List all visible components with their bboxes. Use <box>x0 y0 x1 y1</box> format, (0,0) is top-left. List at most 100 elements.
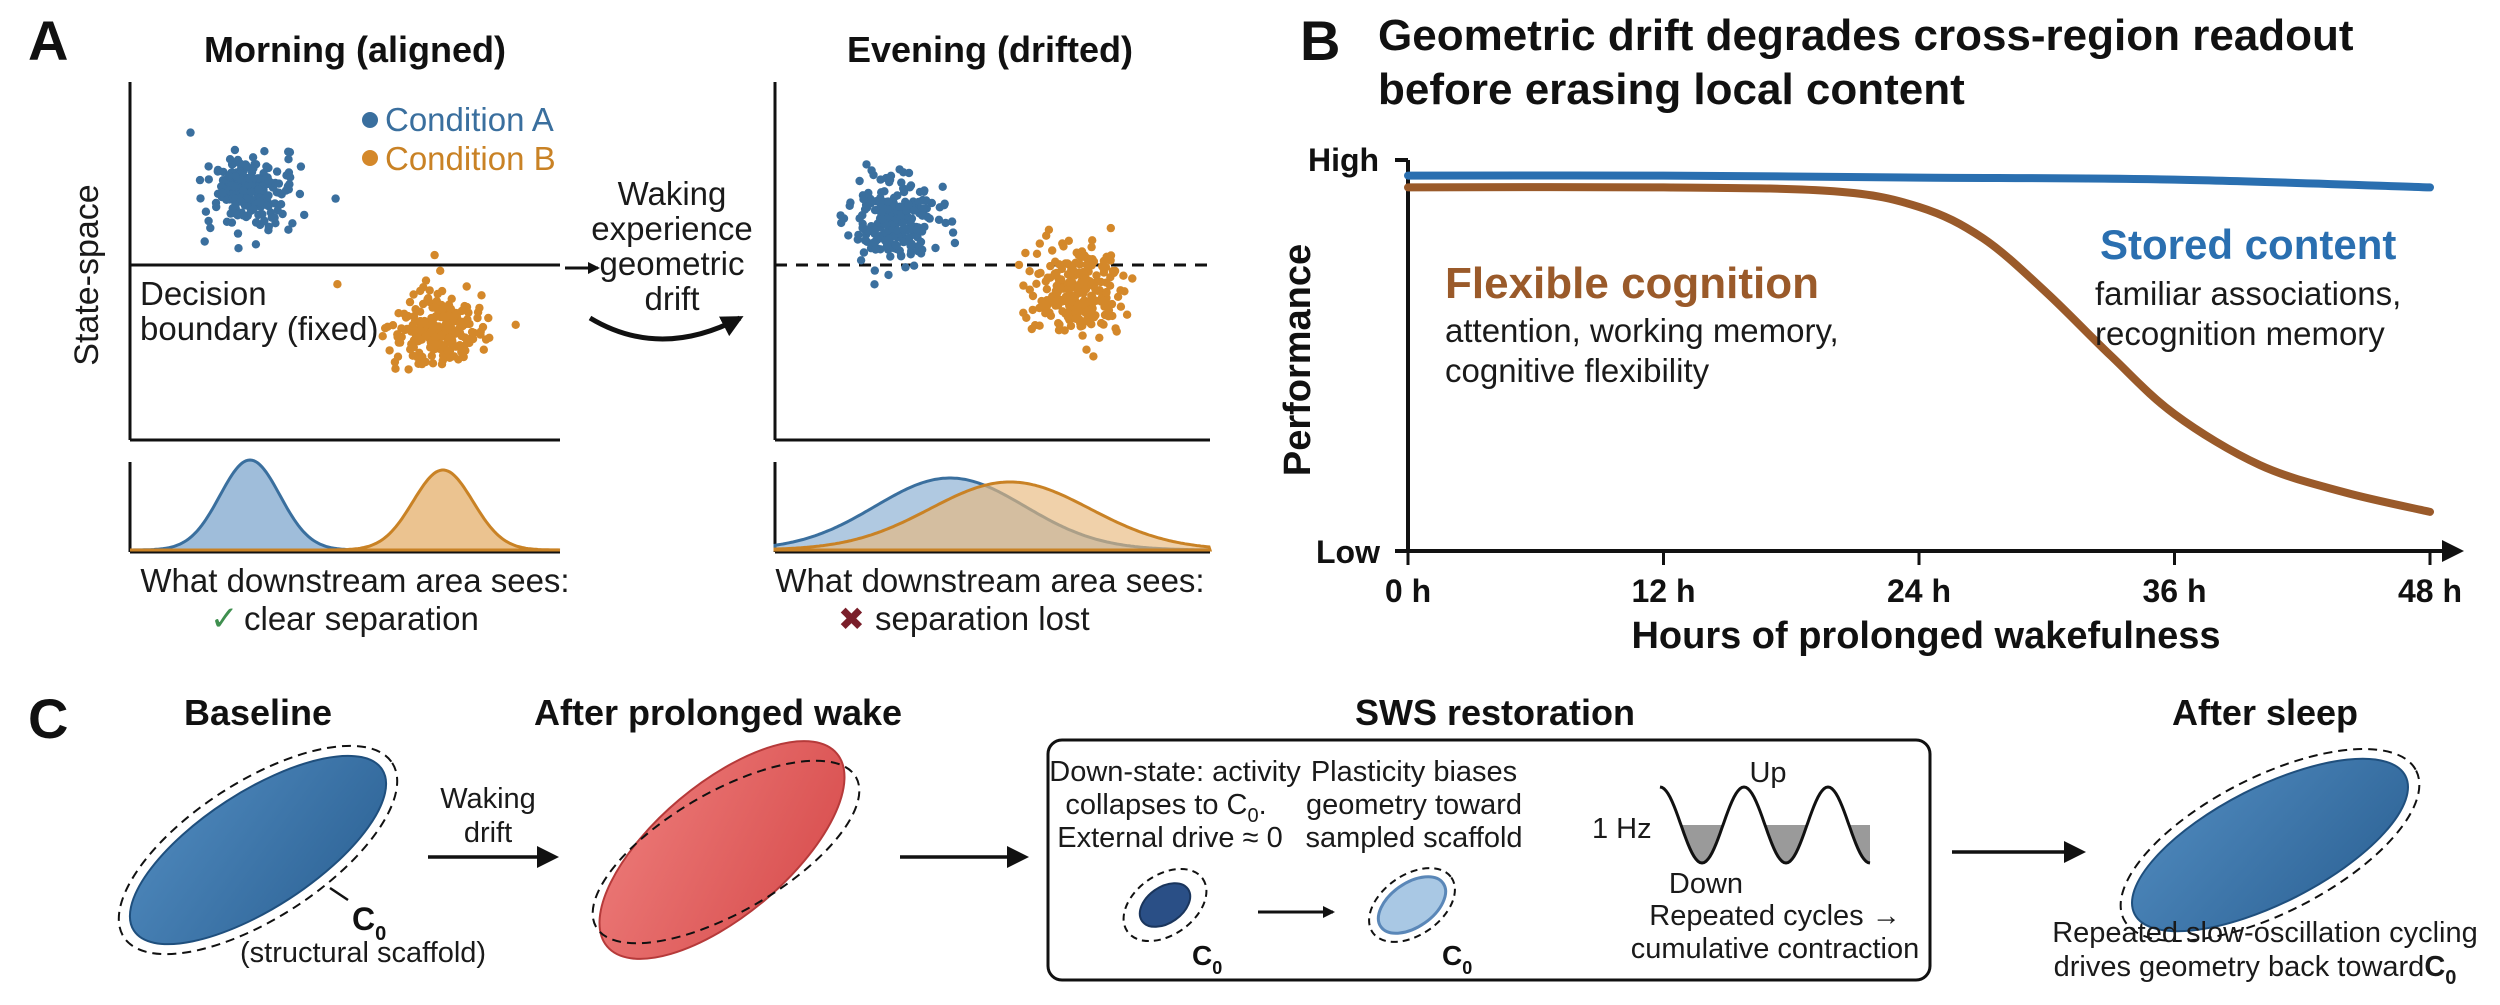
c0-label-downstate: C0 <box>1192 940 1222 978</box>
condition-b-point <box>1073 300 1083 309</box>
condition-b-point <box>462 282 471 291</box>
condition-a-point <box>241 160 250 169</box>
condition-a-point <box>892 241 901 250</box>
condition-a-point <box>278 209 287 219</box>
condition-b-point <box>1104 306 1114 315</box>
condition-b-point <box>1066 321 1076 331</box>
condition-b-point <box>1090 312 1099 322</box>
condition-a-point <box>251 218 261 227</box>
condition-b-point <box>461 346 470 355</box>
condition-a-point <box>920 222 929 232</box>
plasticity-state-group <box>1368 867 1456 943</box>
condition-a-point <box>893 226 902 235</box>
panel-c: C Baseline After prolonged wake SWS rest… <box>28 687 2478 989</box>
condition-a-point <box>267 213 276 222</box>
condition-a-point <box>274 179 284 188</box>
condition-a-point <box>296 162 306 171</box>
condition-a-point <box>204 216 213 226</box>
drift-curved-arrow <box>588 315 744 342</box>
condition-b-point <box>419 283 428 292</box>
condition-b-point <box>1116 302 1126 311</box>
condition-a-point <box>862 160 871 169</box>
scaffold-pointer-line <box>329 886 349 902</box>
condition-b-point <box>1080 252 1089 261</box>
condition-a-point <box>931 243 940 253</box>
condition-a-point <box>249 205 258 214</box>
condition-b-point <box>1078 331 1087 340</box>
left-condition-b-cluster <box>333 250 520 374</box>
condition-a-point <box>869 238 879 247</box>
condition-a-point <box>909 206 918 215</box>
condition-a-point <box>218 188 227 198</box>
condition-a-point <box>254 185 263 194</box>
condition-b-point <box>1082 345 1091 354</box>
condition-a-point <box>899 187 909 197</box>
collapsed-state-group <box>1122 867 1208 943</box>
condition-a-point <box>870 266 879 275</box>
x-tick-label: 0 h <box>1385 573 1431 609</box>
condition-a-point <box>884 270 893 280</box>
condition-b-point <box>1088 304 1097 313</box>
condition-b-point <box>1075 288 1085 297</box>
condition-a-point <box>935 203 944 212</box>
condition-a-point <box>839 214 849 223</box>
baseline-title: Baseline <box>184 692 332 733</box>
condition-a-point <box>260 147 269 156</box>
condition-b-point <box>456 317 465 326</box>
sleep-caption-line1: Repeated slow-oscillation cycling <box>2052 917 2478 949</box>
condition-a-point <box>876 198 885 207</box>
condition-a-point <box>204 175 213 184</box>
condition-b-point <box>1025 285 1035 294</box>
condition-a-point <box>919 187 929 196</box>
sleep-caption-line2: drives geometry back towardC0 <box>2054 951 2457 989</box>
stored-content-label: Stored content <box>2100 221 2396 268</box>
condition-a-point <box>274 188 284 197</box>
condition-a-point <box>300 210 309 220</box>
oscillation-down-label: Down <box>1669 868 1743 900</box>
condition-a-point <box>871 245 880 254</box>
drift-label-line1: Waking <box>618 175 727 212</box>
condition-a-point <box>270 199 280 208</box>
condition-a-point <box>284 225 293 234</box>
condition-a-point <box>918 211 927 220</box>
panel-a-left-title: Morning (aligned) <box>204 29 506 70</box>
condition-a-point <box>331 194 340 203</box>
condition-a-point <box>901 263 910 272</box>
condition-b-point <box>428 315 437 325</box>
after-wake-title: After prolonged wake <box>534 692 902 733</box>
condition-b-point <box>1075 260 1085 269</box>
right-density-condition-b <box>773 480 1213 552</box>
condition-a-point <box>227 218 237 227</box>
y-tick-low: Low <box>1316 534 1380 570</box>
waking-drift-line1: Waking <box>440 783 536 815</box>
condition-b-point <box>1019 308 1028 317</box>
condition-a-point <box>233 155 243 165</box>
stored-desc-line2: recognition memory <box>2095 315 2385 352</box>
right-readout-line2: separation lost <box>875 600 1090 637</box>
condition-a-point <box>200 237 209 246</box>
condition-b-point <box>1050 269 1060 278</box>
condition-b-point <box>1051 257 1060 266</box>
condition-a-point <box>251 240 261 249</box>
waking-drift-line2: drift <box>464 817 512 849</box>
check-icon: ✓ <box>210 600 239 638</box>
condition-b-point <box>1080 275 1089 285</box>
condition-a-point <box>264 191 273 200</box>
condition-a-point <box>239 186 248 195</box>
condition-b-point <box>1032 279 1041 288</box>
legend-dot-b <box>362 150 378 166</box>
condition-b-point <box>1097 319 1106 328</box>
condition-a-point <box>276 200 286 209</box>
condition-a-point <box>860 236 870 245</box>
condition-a-point <box>288 219 297 228</box>
condition-a-point <box>264 222 273 231</box>
right-condition-a-cluster <box>836 160 960 289</box>
condition-b-point <box>479 345 488 354</box>
panel-b-title-line1: Geometric drift degrades cross-region re… <box>1378 11 2354 60</box>
condition-b-point <box>414 352 423 361</box>
condition-b-point <box>1028 305 1037 315</box>
condition-a-point <box>905 183 914 192</box>
condition-a-point <box>948 228 958 237</box>
y-tick-high: High <box>1308 142 1379 178</box>
